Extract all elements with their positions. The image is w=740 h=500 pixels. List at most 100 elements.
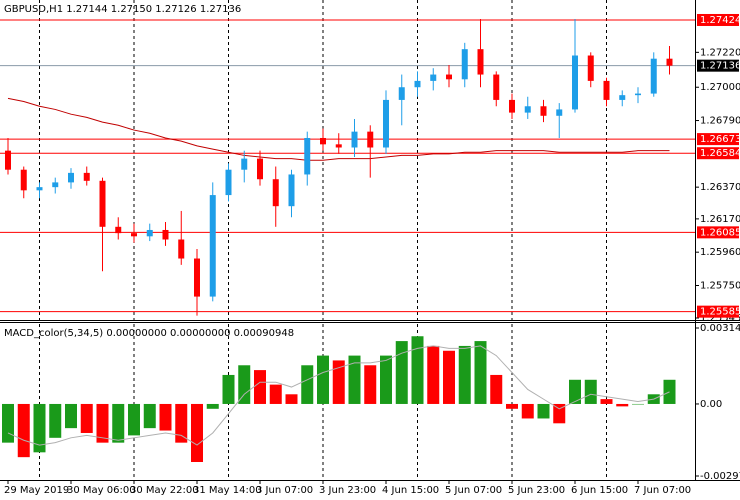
candle-body [5, 150, 11, 170]
histogram-bar [632, 403, 644, 405]
candle-body [666, 58, 673, 66]
candle-body [36, 187, 43, 191]
histogram-bar [600, 399, 613, 404]
candle-body [83, 172, 90, 181]
indicator-title: MACD_color(5,34,5) 0.00000000 0.00000000… [4, 328, 294, 339]
histogram-bar [616, 403, 629, 407]
candle-body [68, 172, 74, 183]
x-tick-label: 29 May 2019 [4, 485, 69, 496]
histogram-bar [569, 379, 581, 404]
candle-body [430, 74, 437, 81]
candle-body [398, 87, 405, 100]
level-label: 1.26584 [700, 148, 740, 159]
candle-body [587, 55, 594, 81]
y-tick-label: 1.26790 [700, 116, 740, 127]
level-label-box [697, 147, 739, 160]
candle-body [650, 58, 657, 94]
candle-body [493, 74, 500, 100]
candle-body [52, 182, 59, 188]
candle-body [20, 169, 27, 191]
x-tick-label: 3 Jun 07:00 [256, 485, 313, 496]
histogram-bar [380, 355, 392, 404]
histogram-bar [395, 341, 408, 404]
y-tick-label: 0.0031412 [700, 323, 740, 334]
candle-body [194, 258, 200, 297]
histogram-bar [143, 403, 156, 429]
y-tick-label: 1.27220 [700, 47, 740, 58]
level-label-box [697, 305, 739, 318]
histogram-bar [222, 374, 235, 404]
candle-body [540, 106, 547, 116]
histogram-bar [238, 365, 251, 404]
level-label-box [697, 226, 739, 239]
histogram-bar [490, 374, 503, 404]
candle-body [320, 137, 326, 145]
histogram-bar [348, 355, 361, 404]
candle-body [461, 49, 468, 80]
candle-body [225, 169, 232, 196]
histogram-bar [33, 403, 46, 453]
candle-body [367, 131, 374, 148]
candle-body [556, 109, 563, 116]
histogram-bar [128, 403, 140, 436]
histogram-bar [537, 403, 550, 419]
histogram-bar [65, 403, 77, 429]
candle-body [524, 106, 531, 113]
candle-body [257, 158, 263, 180]
moving-average [7, 97, 670, 161]
histogram-bar [301, 365, 314, 404]
candle-body [131, 233, 137, 237]
histogram-bar [80, 403, 93, 433]
candle-body [477, 49, 484, 75]
histogram-bar [175, 403, 188, 443]
candle-body [146, 229, 153, 237]
histogram-bar [254, 370, 266, 404]
histogram-bar [206, 403, 219, 409]
histogram-bar [317, 355, 329, 404]
histogram-bar [411, 336, 424, 404]
histogram-bar [49, 403, 62, 438]
histogram-bar [427, 345, 440, 404]
y-tick-label: 1.25960 [700, 247, 740, 258]
level-label: 1.27424 [700, 15, 740, 26]
candle-body [619, 95, 626, 100]
histogram-bar [96, 403, 109, 443]
candle-body [162, 229, 169, 240]
candle-body [414, 80, 421, 88]
x-tick-label: 30 May 22:00 [130, 485, 199, 496]
x-tick-label: 5 Jun 23:00 [508, 485, 565, 496]
x-tick-label: 30 May 06:00 [67, 485, 136, 496]
histogram-bar [443, 350, 455, 404]
histogram-bar [364, 365, 377, 404]
current-price-label: 1.27136 [700, 61, 740, 72]
candle-body [272, 179, 279, 207]
chart-title: GBPUSD,H1 1.27144 1.27150 1.27126 1.2713… [4, 4, 241, 15]
y-tick-label: 1.27000 [700, 82, 740, 93]
y-tick-label: 1.25750 [700, 280, 740, 291]
candle-body [351, 131, 358, 148]
level-label: 1.26085 [700, 227, 740, 238]
candle-body [603, 80, 610, 100]
candle-body [383, 99, 389, 148]
candle-body [335, 144, 342, 148]
histogram-bar [159, 403, 172, 431]
level-label: 1.26673 [700, 134, 740, 145]
histogram-bar [112, 403, 125, 443]
candle-body [209, 195, 216, 297]
candle-body [509, 99, 515, 113]
y-tick-label: -0.002979 [700, 471, 740, 482]
level-label: 1.25585 [700, 307, 740, 318]
y-tick-label: 1.26370 [700, 182, 740, 193]
histogram-bar [553, 403, 566, 424]
y-tick-label: 1.26170 [700, 214, 740, 225]
level-label-box [697, 133, 739, 146]
histogram-bar [521, 403, 534, 419]
candle-body [241, 158, 248, 170]
candle-body [115, 226, 122, 234]
x-tick-label: 3 Jun 23:00 [319, 485, 376, 496]
histogram-bar [458, 345, 471, 404]
candle-body [635, 93, 641, 96]
x-tick-label: 7 Jun 07:00 [634, 485, 691, 496]
